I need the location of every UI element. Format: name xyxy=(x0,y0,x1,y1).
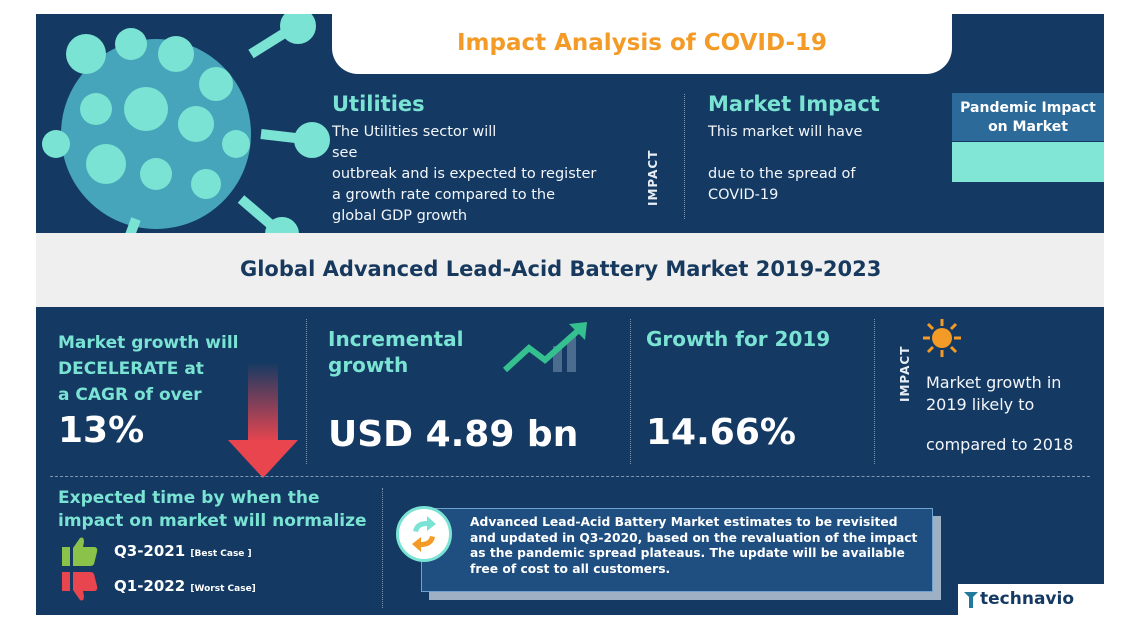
growth-line: Market growth will xyxy=(58,333,239,353)
cagr-value: 13% xyxy=(58,410,145,451)
page-title: Impact Analysis of COVID-19 xyxy=(456,30,828,56)
divider xyxy=(50,476,1090,477)
sun-icon xyxy=(923,319,961,357)
market-title: Global Advanced Lead-Acid Battery Market… xyxy=(240,257,882,281)
impact-2019-line: 2019 likely to xyxy=(926,395,1035,414)
divider xyxy=(630,319,631,464)
virus-icon xyxy=(42,14,330,244)
technavio-logo: technavio xyxy=(958,584,1104,615)
growth-line: a CAGR of over xyxy=(58,385,202,405)
infographic-canvas: Impact Analysis of COVID-19 Utilities Th… xyxy=(36,14,1104,615)
worst-case: Q1-2022 [Worst Case] xyxy=(114,577,256,595)
impact-label: IMPACT xyxy=(646,149,660,206)
down-arrow-icon xyxy=(228,362,298,478)
incremental-line: Incremental xyxy=(328,327,464,351)
divider xyxy=(684,94,685,219)
divider xyxy=(382,488,383,608)
impact-label: IMPACT xyxy=(898,345,912,402)
pandemic-label-line: on Market xyxy=(988,119,1068,135)
worst-case-tag: [Worst Case] xyxy=(190,584,256,594)
divider xyxy=(306,319,307,464)
utilities-heading: Utilities xyxy=(332,92,425,116)
utilities-line: see xyxy=(332,145,358,161)
pandemic-impact-label: Pandemic Impact on Market xyxy=(952,93,1104,141)
growth-2019-value: 14.66% xyxy=(646,412,796,453)
best-case-quarter: Q3-2021 xyxy=(114,542,186,560)
utilities-text: The Utilities sector will see outbreak a… xyxy=(332,122,632,227)
technavio-logo-icon xyxy=(964,592,978,608)
thumbs-down-icon xyxy=(62,572,98,601)
incremental-heading: Incremental growth xyxy=(328,326,464,378)
market-impact-line2: due to the spread of xyxy=(708,166,856,182)
utilities-line: global GDP growth xyxy=(332,208,468,224)
incremental-line: growth xyxy=(328,353,409,377)
pandemic-impact-value xyxy=(952,142,1104,182)
refresh-icon xyxy=(396,506,452,562)
impact-2019-line: Market growth in xyxy=(926,373,1062,392)
market-impact-heading: Market Impact xyxy=(708,92,880,116)
utilities-line: a growth rate compared to the xyxy=(332,187,556,203)
brand-name: technavio xyxy=(980,589,1074,609)
trend-up-icon xyxy=(502,322,587,373)
growth-line: DECELERATE at xyxy=(58,359,204,379)
best-case: Q3-2021 [Best Case ] xyxy=(114,542,252,560)
utilities-line: The Utilities sector will xyxy=(332,124,497,140)
market-impact-line1: This market will have xyxy=(708,124,863,140)
growth-2019-heading: Growth for 2019 xyxy=(646,327,831,351)
normalize-heading: Expected time by when the impact on mark… xyxy=(58,487,367,533)
title-banner: Impact Analysis of COVID-19 xyxy=(332,14,952,74)
pandemic-label-line: Pandemic Impact xyxy=(960,100,1096,116)
thumbs-up-icon xyxy=(62,537,98,566)
normalize-line: Expected time by when the xyxy=(58,488,320,508)
update-note-text: Advanced Lead-Acid Battery Market estima… xyxy=(470,515,918,576)
normalize-line: impact on market will normalize xyxy=(58,511,367,531)
impact-2019-line3: compared to 2018 xyxy=(926,435,1074,454)
divider xyxy=(874,319,875,464)
growth-text: Market growth will DECELERATE at a CAGR … xyxy=(58,330,238,408)
worst-case-quarter: Q1-2022 xyxy=(114,577,186,595)
market-title-band: Global Advanced Lead-Acid Battery Market… xyxy=(36,233,1104,307)
impact-2019-text: Market growth in 2019 likely to xyxy=(926,372,1061,416)
incremental-value: USD 4.89 bn xyxy=(328,414,579,455)
best-case-tag: [Best Case ] xyxy=(190,549,252,559)
market-impact-line3: COVID-19 xyxy=(708,187,779,203)
update-note: Advanced Lead-Acid Battery Market estima… xyxy=(421,508,933,592)
utilities-line: outbreak and is expected to register xyxy=(332,166,597,182)
